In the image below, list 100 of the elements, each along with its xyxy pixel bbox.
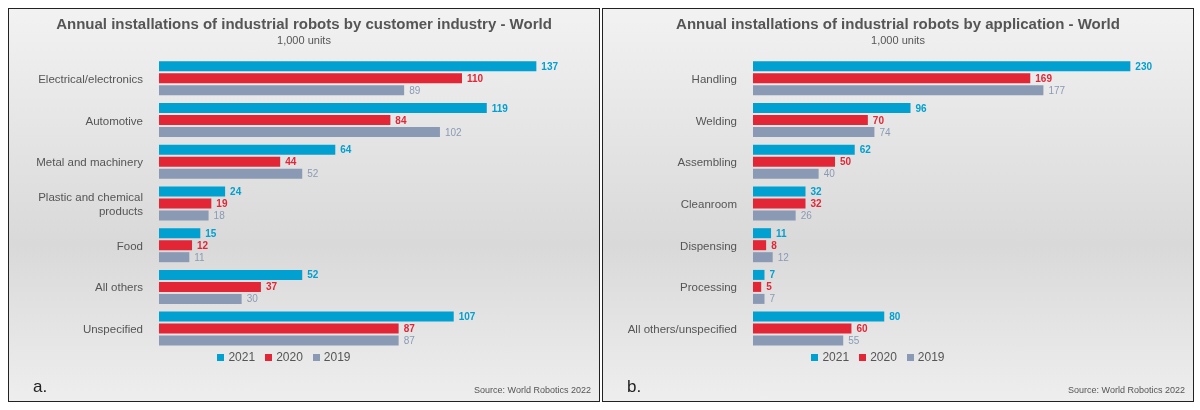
bar: [159, 252, 190, 263]
legend-label: 2020: [870, 350, 897, 364]
data-label: 119: [491, 102, 509, 114]
bar: [753, 335, 844, 346]
data-label: 7: [769, 269, 776, 281]
data-label: 107: [458, 311, 476, 323]
data-label: 52: [307, 168, 319, 180]
bar: [159, 61, 537, 72]
data-label: 19: [216, 198, 228, 210]
data-label: 32: [810, 198, 823, 210]
data-label: 5: [766, 281, 773, 293]
data-label: 70: [872, 114, 885, 126]
y-tick-label: Plastic and chemical products: [38, 191, 144, 217]
bar: [753, 228, 772, 239]
y-tick-label: Processing: [680, 281, 737, 294]
data-label: 7: [769, 293, 776, 305]
data-label: 40: [823, 168, 836, 180]
data-label: 74: [879, 126, 891, 138]
y-tick-label: Welding: [695, 114, 737, 127]
data-label: 52: [307, 269, 319, 281]
data-label: 50: [840, 156, 852, 168]
bar: [753, 144, 855, 155]
bar: [159, 311, 454, 322]
bar: [753, 323, 852, 334]
bar: [159, 210, 209, 221]
bar: [753, 73, 1031, 84]
data-label: 60: [856, 323, 868, 335]
data-label: 62: [859, 144, 872, 156]
bar: [159, 281, 261, 292]
data-label: 12: [777, 251, 790, 263]
legend-label: 2021: [822, 350, 850, 364]
bar: [753, 311, 885, 322]
data-label: 44: [285, 156, 297, 168]
bar: [753, 293, 765, 304]
bar: [753, 269, 765, 280]
y-tick-label: Food: [116, 239, 143, 252]
bar: [159, 323, 399, 334]
bar: [753, 240, 767, 251]
bar: [753, 186, 806, 197]
bar: [753, 115, 868, 126]
bar: [159, 240, 193, 251]
bar: [159, 144, 336, 155]
data-label: 11: [776, 227, 788, 239]
y-tick-label: Metal and machinery: [36, 156, 144, 169]
bar: [159, 168, 303, 179]
data-label: 84: [395, 114, 407, 126]
bar: [753, 61, 1131, 72]
y-tick-label: Electrical/electronics: [38, 72, 144, 85]
data-label: 24: [230, 186, 242, 198]
bar: [159, 186, 226, 197]
data-label: 110: [466, 72, 484, 84]
data-label: 64: [340, 144, 352, 156]
data-label: 26: [800, 210, 813, 222]
chart-subtitle: 1,000 units: [276, 34, 332, 46]
data-label: 37: [265, 281, 278, 293]
bar: [159, 115, 391, 126]
data-label: 87: [403, 335, 416, 347]
bar: [159, 335, 399, 346]
data-label: 230: [1135, 60, 1153, 72]
data-label: 137: [541, 60, 559, 72]
bar: [753, 127, 875, 138]
y-tick-label: All others: [95, 281, 144, 294]
bar: [753, 103, 911, 114]
y-tick-label: Assembling: [677, 156, 737, 169]
data-label: 87: [403, 323, 416, 335]
bar: [753, 281, 762, 292]
data-label: 18: [213, 210, 226, 222]
legend-label: 2019: [917, 350, 945, 364]
bar: [753, 156, 836, 167]
chart-title: Annual installations of industrial robots by application - World: [675, 15, 1121, 32]
bar: [159, 85, 405, 96]
bar: [159, 228, 201, 239]
data-label: 55: [848, 335, 860, 347]
bar: [753, 198, 806, 209]
data-label: 15: [205, 227, 217, 239]
data-label: 169: [1035, 72, 1053, 84]
data-label: 11: [194, 251, 206, 263]
text: b.: [627, 377, 642, 397]
text: a.: [33, 377, 48, 397]
bar: [159, 127, 440, 138]
y-tick-label: Automotive: [85, 114, 143, 127]
legend-label: 2020: [276, 350, 303, 364]
data-label: 30: [246, 293, 259, 305]
data-label: 8: [771, 239, 778, 251]
chart-subtitle: 1,000 units: [870, 34, 926, 46]
legend-label: 2019: [323, 350, 351, 364]
data-label: 102: [444, 126, 463, 138]
bar: [753, 168, 819, 179]
y-tick-label: All others/unspecified: [627, 323, 737, 336]
bar: [159, 156, 281, 167]
legend-label: 2021: [228, 350, 256, 364]
bar: [753, 252, 773, 263]
bar: [159, 198, 212, 209]
y-tick-label: Dispensing: [680, 239, 737, 252]
data-label: 12: [197, 239, 209, 251]
y-tick-label: Handling: [691, 72, 737, 85]
bar: [753, 85, 1044, 96]
data-label: 32: [810, 186, 823, 198]
bar: [159, 269, 303, 280]
bar: [753, 210, 796, 221]
